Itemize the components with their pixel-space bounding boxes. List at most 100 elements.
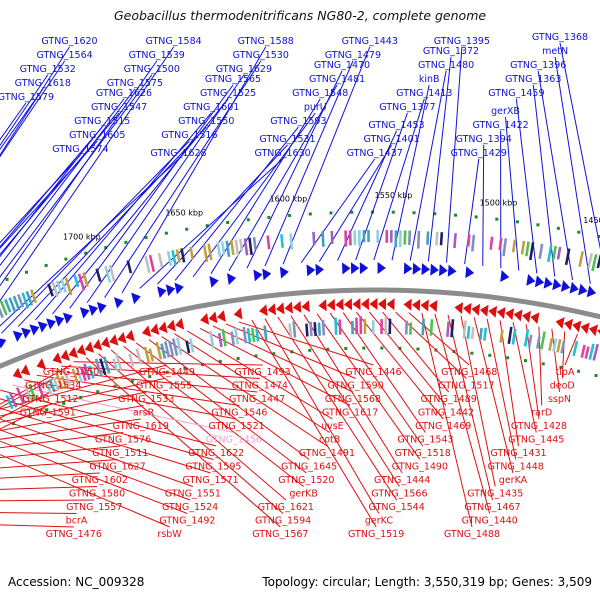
forward-gene-label[interactable]: GTNG_1516: [161, 130, 217, 141]
reverse-gene-label[interactable]: GTNG_1567: [252, 529, 308, 540]
forward-gene-arrow[interactable]: [54, 315, 65, 327]
reverse-gene-label[interactable]: GTNG_1517: [438, 381, 494, 392]
reverse-gene-label[interactable]: GTNG_1468: [441, 367, 497, 378]
forward-gene-label[interactable]: GTNG_1429: [451, 148, 507, 159]
reverse-gene-arrow[interactable]: [428, 300, 438, 313]
forward-gene-label[interactable]: GTNG_1532: [20, 64, 76, 75]
forward-gene-arrow[interactable]: [552, 278, 562, 291]
forward-gene-label[interactable]: GTNG_1363: [505, 74, 561, 85]
reverse-gene-label[interactable]: GTNG_1456: [206, 435, 262, 446]
forward-gene-arrow[interactable]: [526, 273, 536, 286]
forward-gene-label[interactable]: GTNG_1481: [309, 74, 365, 85]
reverse-gene-arrow[interactable]: [326, 298, 336, 311]
forward-gene-label[interactable]: GTNG_1413: [396, 88, 452, 99]
reverse-gene-arrow[interactable]: [166, 319, 176, 332]
reverse-gene-label[interactable]: GTNG_1617: [322, 408, 378, 419]
reverse-gene-arrow[interactable]: [488, 305, 498, 318]
forward-gene-arrow[interactable]: [560, 280, 571, 292]
reverse-gene-label[interactable]: GTNG_1645: [281, 462, 337, 473]
forward-gene-arrow[interactable]: [377, 262, 386, 275]
reverse-gene-label[interactable]: GTNG_1546: [211, 408, 267, 419]
reverse-gene-arrow[interactable]: [100, 336, 111, 349]
forward-gene-label[interactable]: GTNG_1372: [423, 46, 479, 57]
forward-gene-label[interactable]: GTNG_1584: [145, 36, 201, 47]
forward-gene-label[interactable]: GTNG_1629: [216, 64, 272, 75]
forward-gene-arrow[interactable]: [279, 266, 289, 279]
forward-gene-arrow[interactable]: [342, 262, 351, 275]
forward-gene-label[interactable]: GTNG_1564: [36, 50, 92, 61]
reverse-gene-label[interactable]: GTNG_1511: [92, 448, 148, 459]
reverse-gene-label[interactable]: GTNG_1445: [508, 435, 564, 446]
forward-gene-label[interactable]: GTNG_1579: [0, 92, 54, 103]
reverse-gene-label[interactable]: GTNG_1490: [392, 462, 448, 473]
forward-gene-arrow[interactable]: [79, 307, 90, 319]
reverse-gene-arrow[interactable]: [580, 322, 590, 335]
reverse-gene-label[interactable]: GTNG_1557: [66, 502, 122, 513]
reverse-gene-label[interactable]: arsR: [133, 408, 155, 419]
forward-gene-label[interactable]: GTNG_1530: [233, 50, 289, 61]
forward-gene-arrow[interactable]: [96, 301, 107, 314]
forward-gene-arrow[interactable]: [0, 337, 7, 349]
reverse-gene-label[interactable]: GTNG_1435: [467, 489, 523, 500]
reverse-gene-arrow[interactable]: [369, 298, 378, 311]
forward-gene-label[interactable]: kinB: [419, 74, 440, 85]
forward-gene-label[interactable]: GTNG_1480: [418, 60, 474, 71]
reverse-gene-arrow[interactable]: [60, 349, 71, 361]
forward-gene-label[interactable]: GTNG_1396: [510, 60, 566, 71]
reverse-gene-label[interactable]: GTNG_1627: [89, 462, 145, 473]
reverse-gene-label[interactable]: GTNG_1450: [43, 367, 99, 378]
reverse-gene-arrow[interactable]: [386, 298, 395, 311]
reverse-gene-label[interactable]: GTNG_1493: [234, 367, 290, 378]
forward-gene-label[interactable]: GTNG_1575: [107, 78, 163, 89]
forward-gene-label[interactable]: GTNG_1443: [342, 36, 398, 47]
forward-gene-label[interactable]: GTNG_1548: [292, 88, 348, 99]
reverse-gene-label[interactable]: GTNG_1580: [69, 489, 125, 500]
forward-gene-label[interactable]: GTNG_1453: [368, 120, 424, 131]
reverse-gene-label[interactable]: GTNG_1428: [511, 421, 567, 432]
reverse-gene-arrow[interactable]: [335, 298, 344, 311]
reverse-gene-label[interactable]: GTNG_1467: [464, 502, 520, 513]
reverse-gene-label[interactable]: GTNG_1447: [229, 394, 285, 405]
forward-gene-arrow[interactable]: [350, 262, 360, 275]
forward-gene-label[interactable]: GTNG_1401: [363, 134, 419, 145]
reverse-gene-label[interactable]: uvsE: [321, 421, 344, 432]
reverse-gene-label[interactable]: GTNG_1619: [113, 421, 169, 432]
reverse-gene-label[interactable]: GTNG_1442: [418, 408, 474, 419]
forward-gene-label[interactable]: GTNG_1539: [129, 50, 185, 61]
reverse-gene-label[interactable]: GTNG_1449: [139, 367, 195, 378]
reverse-gene-label[interactable]: tlpA: [556, 367, 575, 378]
reverse-gene-label[interactable]: GTNG_1533: [118, 394, 174, 405]
reverse-gene-arrow[interactable]: [275, 302, 285, 315]
reverse-gene-arrow[interactable]: [411, 299, 421, 312]
reverse-gene-arrow[interactable]: [471, 303, 481, 316]
reverse-gene-arrow[interactable]: [513, 309, 523, 322]
reverse-gene-label[interactable]: GTNG_1555: [136, 381, 192, 392]
forward-gene-arrow[interactable]: [62, 312, 73, 324]
reverse-gene-arrow[interactable]: [92, 338, 103, 351]
reverse-gene-arrow[interactable]: [109, 334, 119, 346]
forward-gene-label[interactable]: GTNG_1479: [325, 50, 381, 61]
forward-gene-label[interactable]: GTNG_1550: [178, 116, 234, 127]
reverse-gene-arrow[interactable]: [588, 324, 599, 337]
reverse-gene-arrow[interactable]: [563, 318, 574, 331]
reverse-gene-label[interactable]: GTNG_1551: [165, 489, 221, 500]
reverse-gene-arrow[interactable]: [284, 301, 293, 314]
reverse-gene-arrow[interactable]: [208, 311, 218, 324]
forward-gene-label[interactable]: GTNG_1395: [434, 36, 490, 47]
forward-gene-arrow[interactable]: [412, 262, 422, 275]
reverse-gene-arrow[interactable]: [292, 300, 302, 313]
forward-gene-arrow[interactable]: [500, 270, 510, 283]
reverse-gene-arrow[interactable]: [200, 312, 210, 325]
reverse-gene-arrow[interactable]: [454, 302, 464, 315]
reverse-gene-arrow[interactable]: [267, 303, 277, 316]
reverse-gene-label[interactable]: GTNG_1594: [255, 516, 311, 527]
reverse-gene-label[interactable]: GTNG_1440: [462, 516, 518, 527]
reverse-gene-arrow[interactable]: [76, 344, 87, 356]
forward-gene-arrow[interactable]: [586, 285, 597, 298]
forward-gene-arrow[interactable]: [209, 275, 219, 288]
reverse-gene-label[interactable]: GTNG_1566: [371, 489, 427, 500]
forward-gene-label[interactable]: GTNG_1628: [150, 148, 206, 159]
reverse-gene-label[interactable]: cotB: [319, 435, 340, 446]
forward-gene-arrow[interactable]: [447, 264, 457, 277]
reverse-gene-arrow[interactable]: [522, 310, 532, 323]
